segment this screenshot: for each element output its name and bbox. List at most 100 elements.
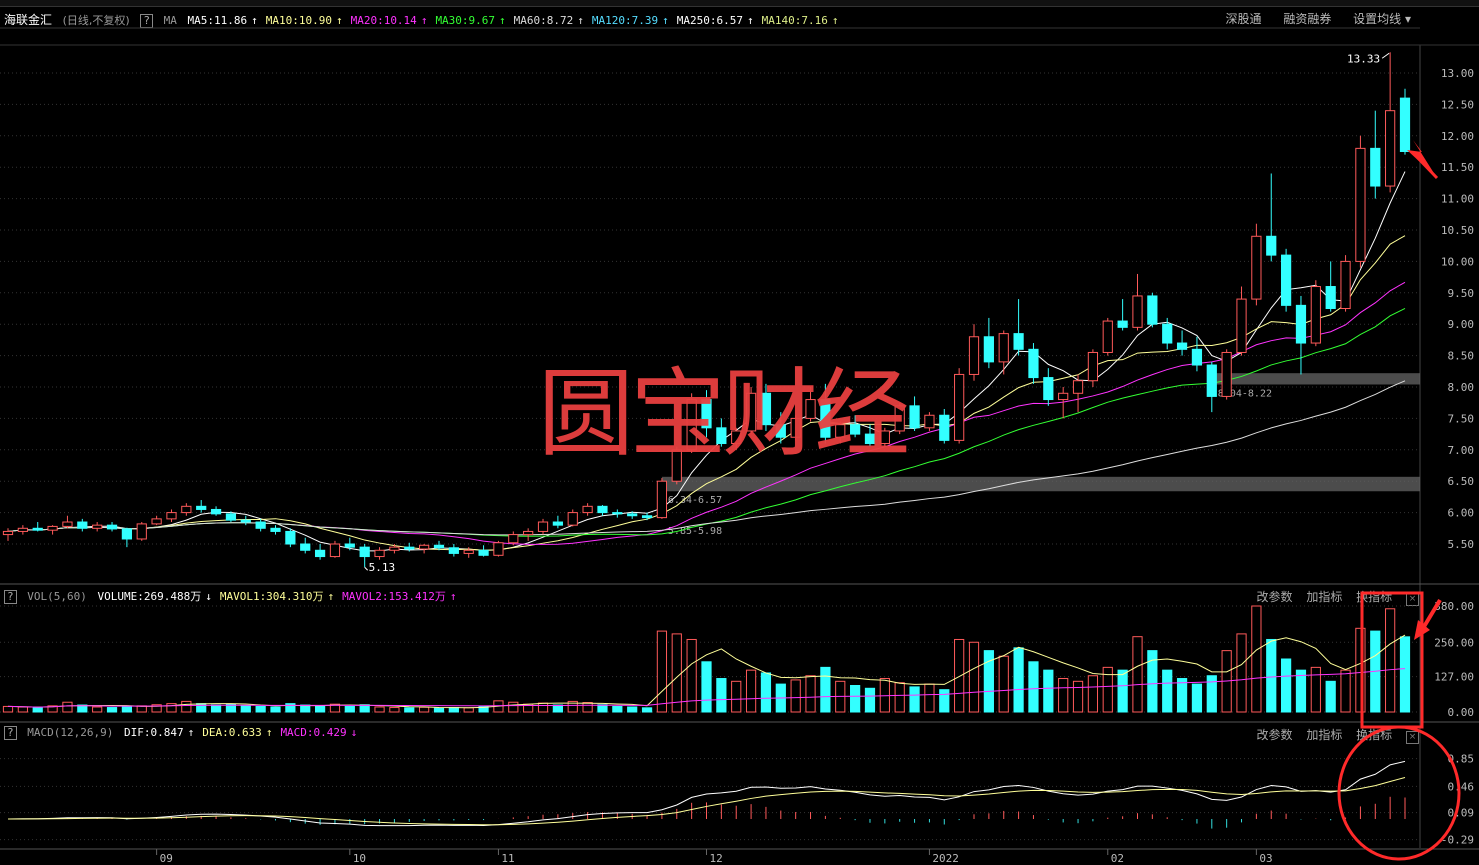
volume-bar-up bbox=[731, 680, 742, 713]
price-tick-label: 8.00 bbox=[1448, 381, 1475, 394]
volume-bar-up bbox=[1132, 636, 1143, 713]
candle-down bbox=[627, 513, 638, 517]
set-ma-dropdown[interactable]: 设置均线 ▾ bbox=[1353, 12, 1411, 26]
price-tick-label: 6.00 bbox=[1448, 507, 1475, 520]
candle-up bbox=[508, 534, 519, 544]
candle-down bbox=[1325, 286, 1336, 309]
volume-bar-up bbox=[998, 655, 1009, 713]
volume-bar-down bbox=[909, 686, 920, 713]
candle-down bbox=[196, 505, 207, 510]
candle-up bbox=[1355, 147, 1366, 262]
candle-down bbox=[478, 549, 489, 556]
volume-bar-down bbox=[196, 703, 207, 713]
candle-up bbox=[1221, 351, 1232, 397]
candle-down bbox=[1191, 348, 1203, 366]
x-tick-label: 2022 bbox=[932, 852, 959, 865]
candle-down bbox=[612, 512, 623, 515]
arrow-up-icon: ↑ bbox=[251, 14, 258, 27]
volume-bar-down bbox=[270, 706, 281, 713]
candle-down bbox=[121, 528, 133, 540]
candle-up bbox=[374, 549, 385, 558]
candle-up bbox=[1102, 320, 1113, 353]
macd-tick-label: 0.85 bbox=[1448, 753, 1475, 766]
help-button[interactable]: ? bbox=[4, 726, 17, 740]
candle-down bbox=[1043, 377, 1054, 401]
candle-down bbox=[106, 524, 118, 530]
switch-indicator-button[interactable]: 换指标 bbox=[1356, 728, 1393, 742]
volume-bar-down bbox=[701, 661, 712, 713]
volume-bar-up bbox=[894, 682, 905, 713]
volume-bar-down bbox=[300, 704, 311, 713]
candle-up bbox=[419, 544, 430, 550]
volume-bar-down bbox=[864, 687, 876, 713]
ma-value: MA5:11.86 bbox=[187, 14, 248, 27]
macd-value: DIF:0.847 bbox=[123, 726, 184, 739]
candle-down bbox=[1117, 320, 1128, 328]
stock-name: 海联金汇 bbox=[4, 13, 53, 27]
candle-down bbox=[255, 521, 266, 529]
volume-bar-up bbox=[329, 703, 341, 713]
volume-bar-up bbox=[790, 679, 801, 713]
candle-up bbox=[968, 336, 980, 375]
candle-up bbox=[136, 523, 147, 540]
extreme-price-label: 13.33 bbox=[1347, 52, 1380, 65]
add-indicator-button[interactable]: 加指标 bbox=[1306, 590, 1343, 604]
help-button[interactable]: ? bbox=[4, 590, 17, 604]
volume-bar-down bbox=[1399, 636, 1411, 713]
x-tick-label: 10 bbox=[353, 852, 366, 865]
candle-up bbox=[1340, 260, 1351, 309]
volume-bar-down bbox=[760, 672, 772, 713]
help-button[interactable]: ? bbox=[140, 14, 153, 28]
candle-up bbox=[1385, 110, 1396, 187]
volume-bar-down bbox=[121, 705, 133, 713]
price-tick-label: 5.50 bbox=[1448, 538, 1475, 551]
arrow-down-icon: ↓ bbox=[350, 726, 358, 739]
watermark: 圆宝财经 bbox=[538, 358, 910, 470]
volume-bar-down bbox=[627, 706, 638, 713]
candle-up bbox=[1132, 295, 1143, 328]
candle-down bbox=[225, 513, 237, 521]
candle-down bbox=[1266, 235, 1277, 256]
volume-value: MAVOL2:153.412万 bbox=[342, 590, 446, 603]
close-icon[interactable]: × bbox=[1406, 593, 1419, 606]
arrow-annotation-icon bbox=[1420, 598, 1442, 632]
volume-bar-down bbox=[597, 704, 608, 713]
margin-trading-link[interactable]: 融资融券 bbox=[1283, 12, 1332, 26]
header-links: 深股通 融资融券 设置均线 ▾ bbox=[1207, 10, 1411, 27]
volume-bar-up bbox=[508, 701, 519, 713]
ma-value: MA10:10.90 bbox=[265, 14, 332, 27]
gap-label: 6.34-6.57 bbox=[668, 495, 722, 506]
mavol60-line bbox=[7, 668, 1406, 708]
volume-bar-down bbox=[1206, 675, 1217, 713]
volume-bar-down bbox=[106, 707, 118, 713]
candle-up bbox=[1072, 380, 1084, 394]
candle-up bbox=[1251, 235, 1262, 300]
volume-bar-up bbox=[835, 680, 846, 713]
price-tick-label: 11.50 bbox=[1441, 161, 1474, 174]
close-icon[interactable]: × bbox=[1406, 731, 1419, 744]
candle-up bbox=[1087, 351, 1099, 382]
hk-connect-link[interactable]: 深股通 bbox=[1225, 12, 1262, 26]
volume-bar-down bbox=[1370, 630, 1381, 713]
arrow-up-icon: ↑ bbox=[662, 14, 669, 27]
macd-tick-label: 0.09 bbox=[1448, 807, 1475, 820]
period-label: (日线,不复权) bbox=[62, 14, 130, 27]
indicator-name: MACD(12,26,9) bbox=[27, 726, 114, 739]
volume-bar-down bbox=[775, 683, 786, 713]
candle-down bbox=[641, 515, 653, 519]
volume-bar-up bbox=[1251, 605, 1262, 713]
arrow-up-icon: ↑ bbox=[187, 726, 195, 739]
ma-value: MA120:7.39 bbox=[591, 14, 659, 27]
candle-down bbox=[77, 521, 88, 529]
volume-value: MAVOL1:304.310万 bbox=[219, 590, 324, 603]
volume-bar-down bbox=[448, 707, 459, 713]
edit-params-button[interactable]: 改参数 bbox=[1256, 590, 1293, 604]
volume-bar-up bbox=[136, 705, 147, 713]
volume-bar-up bbox=[1340, 669, 1351, 713]
candle-down bbox=[1162, 323, 1173, 344]
edit-params-button[interactable]: 改参数 bbox=[1256, 728, 1293, 742]
switch-indicator-button[interactable]: 换指标 bbox=[1356, 590, 1393, 604]
add-indicator-button[interactable]: 加指标 bbox=[1306, 728, 1343, 742]
volume-bar-up bbox=[47, 705, 58, 713]
arrow-annotation-icon bbox=[1407, 140, 1437, 178]
